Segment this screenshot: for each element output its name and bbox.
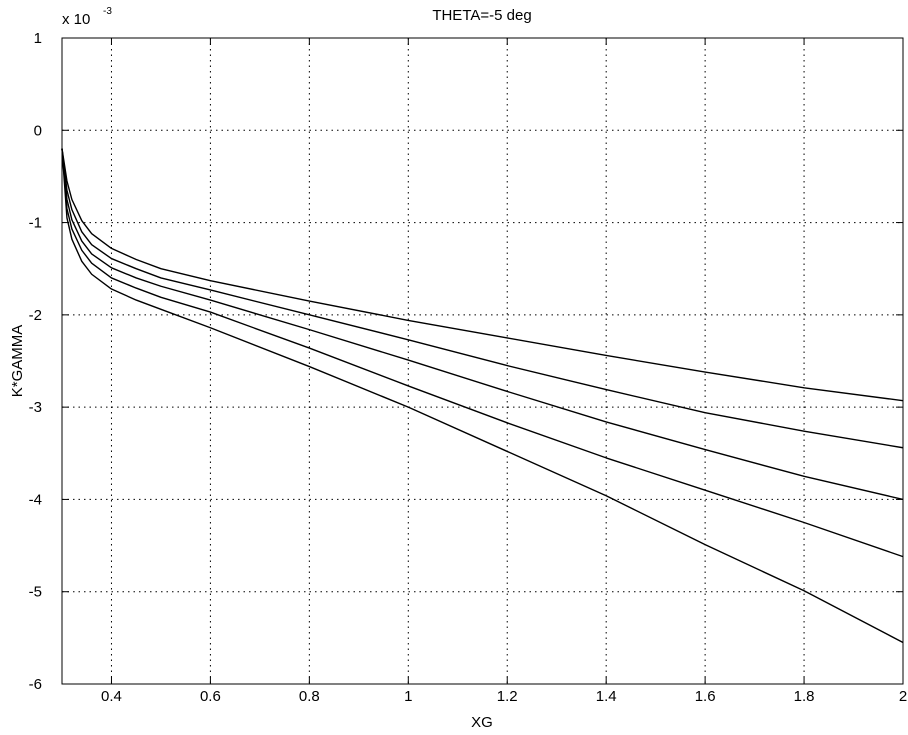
- plot-area: [62, 38, 903, 684]
- y-multiplier-exponent: -3: [103, 6, 112, 17]
- x-tick-label: 1.2: [497, 688, 518, 705]
- series-group: [61, 148, 904, 644]
- x-tick-label: 1: [404, 688, 412, 705]
- tick-labels: 0.4 0.6 0.8 1 1.2 1.4 1.6 1.8 2 -6 -5 -4 -3 -2 -1 0 1: [29, 30, 908, 705]
- y-tick-label: -6: [29, 676, 42, 693]
- y-tick-label: -3: [29, 399, 42, 416]
- y-tick-label: 0: [34, 122, 42, 139]
- series-line-3: [61, 148, 904, 501]
- x-tick-label: 2: [899, 688, 907, 705]
- y-axis-label: K*GAMMA: [9, 325, 26, 398]
- series-line-2: [61, 148, 904, 449]
- y-tick-label: -4: [29, 491, 42, 508]
- x-axis-label: XG: [471, 714, 493, 731]
- chart-title: THETA=-5 deg: [432, 7, 531, 24]
- x-tick-label: 0.4: [101, 688, 122, 705]
- y-tick-label: 1: [34, 30, 42, 47]
- x-tick-label: 1.6: [695, 688, 716, 705]
- series-line-1: [61, 148, 904, 402]
- y-tick-label: -1: [29, 215, 42, 232]
- x-tick-label: 0.8: [299, 688, 320, 705]
- x-tick-label: 1.8: [794, 688, 815, 705]
- series-line-4: [61, 148, 904, 558]
- y-tick-label: -2: [29, 307, 42, 324]
- y-multiplier-base: x 10: [62, 11, 90, 28]
- y-tick-label: -5: [29, 584, 42, 601]
- series-line-5: [61, 148, 904, 644]
- plot-frame: [61, 37, 904, 685]
- x-tick-label: 1.4: [596, 688, 617, 705]
- x-tick-label: 0.6: [200, 688, 221, 705]
